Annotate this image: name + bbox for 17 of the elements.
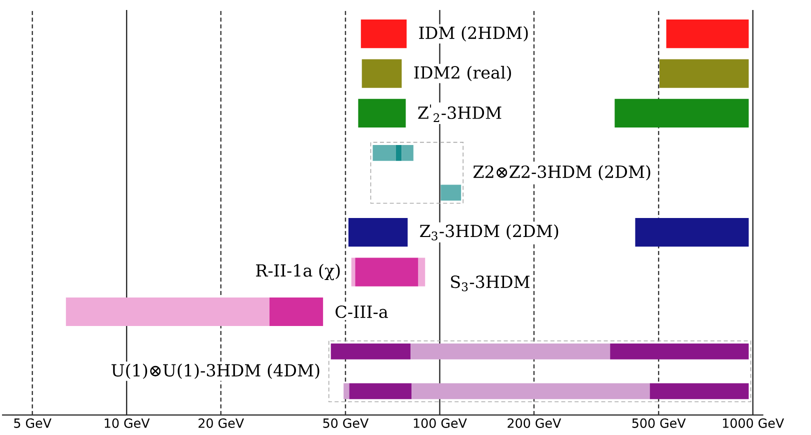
y-tick-label: R-II-1a (χ) <box>256 264 340 280</box>
x-tick-label: 10 GeV <box>104 418 150 428</box>
x-tick-label: 20 GeV <box>198 418 244 428</box>
x-tick-label: 500 GeV <box>632 418 686 428</box>
y-tick-label: Z2⊗Z2-3HDM (2DM) <box>473 165 650 180</box>
x-tick-label: 200 GeV <box>508 418 562 428</box>
y-tick-label: Z$^{'}$$_{2}$-3HDM <box>418 104 502 122</box>
y-tick-label: C-III-a <box>336 305 388 318</box>
x-tick-label: 5 GeV <box>14 418 52 428</box>
annotation: S$_{3}$-3HDM <box>451 276 530 292</box>
y-tick-label: U(1)⊗U(1)-3HDM (4DM) <box>112 364 320 379</box>
x-tick-label: 50 GeV <box>323 418 369 428</box>
y-tick-label: IDM2 (real) <box>414 66 511 82</box>
x-tick-label: 100 GeV <box>414 418 467 428</box>
x-tick-label: 1000 GeV <box>723 418 784 428</box>
y-tick-label: IDM (2HDM) <box>419 26 528 42</box>
y-tick-label: Z$_{3}$-3HDM (2DM) <box>420 224 558 240</box>
